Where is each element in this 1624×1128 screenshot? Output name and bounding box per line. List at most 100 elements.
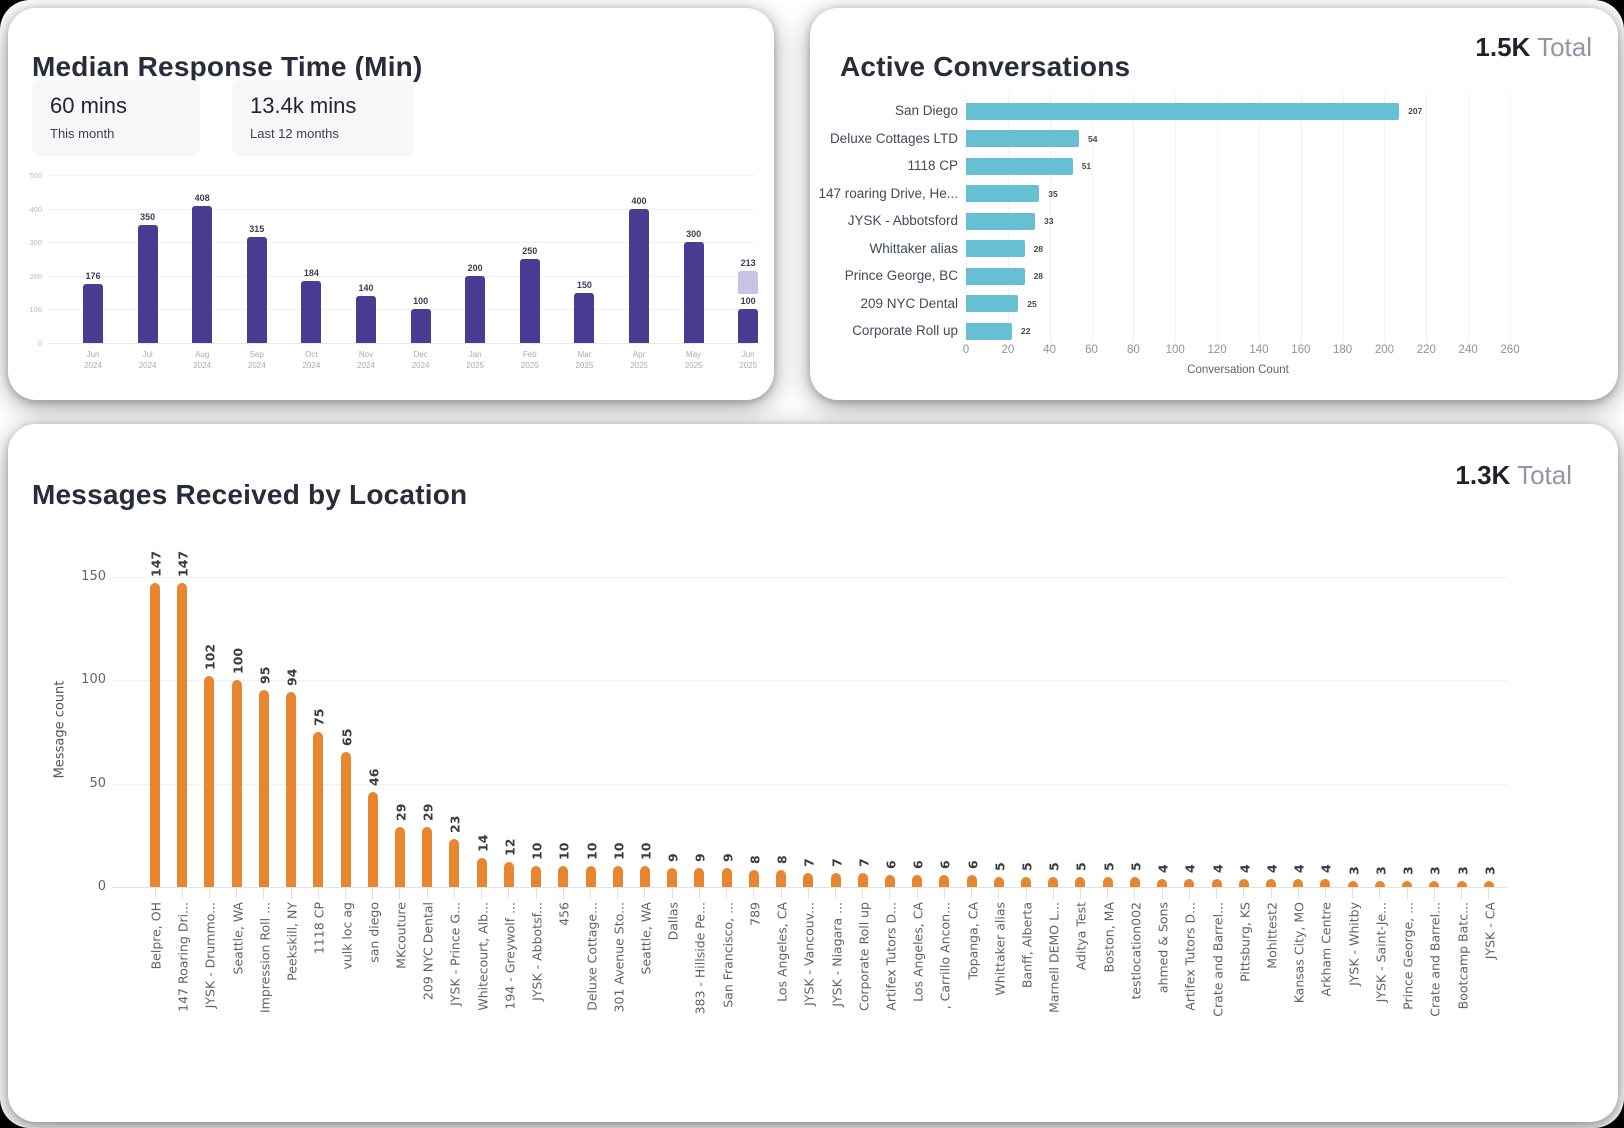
bar-value-label: 100 xyxy=(413,296,429,307)
bar xyxy=(966,874,977,887)
bar xyxy=(422,826,433,887)
bar-value-label: 5 xyxy=(992,861,1008,871)
bar xyxy=(629,208,649,343)
bar-value-label: 3 xyxy=(1400,866,1416,875)
bar-value-label: 10 xyxy=(638,842,654,861)
bar-value-label: 3 xyxy=(1373,866,1389,875)
x-tick-year: 2024 xyxy=(138,361,157,370)
axis-baseline xyxy=(112,887,1508,888)
x-tick-label: Crate and Barrel... xyxy=(1427,902,1443,1017)
x-tick-label: Aug xyxy=(195,350,210,359)
bar-value-label: 8 xyxy=(747,855,763,865)
x-tick-mark xyxy=(617,888,619,899)
y-tick-300: 300 xyxy=(29,238,42,248)
category-label: 147 roaring Drive, He... xyxy=(818,185,958,201)
x-tick-label: testlocation002 xyxy=(1128,902,1144,1000)
x-tick-label: Impression Roll ... xyxy=(257,902,273,1014)
bar xyxy=(83,283,103,343)
x-tick-mark xyxy=(698,888,700,899)
bar-value-label: 3 xyxy=(1455,866,1471,875)
y-tick-0: 0 xyxy=(37,339,42,348)
x-tick-mark xyxy=(236,888,238,899)
bar-value-label: 200 xyxy=(467,262,483,273)
x-tick-year: 2024 xyxy=(193,361,212,370)
bar-value-label: 10 xyxy=(556,842,572,861)
bar xyxy=(1266,878,1277,887)
x-tick-label: Prince George, ... xyxy=(1400,902,1416,1010)
bar xyxy=(1402,880,1413,887)
x-tick-label: ahmed & Sons xyxy=(1155,902,1171,994)
bar-value-label: 4 xyxy=(1318,864,1334,873)
active-conversations-total: 1.5K Total xyxy=(1475,32,1592,63)
bar xyxy=(612,866,623,887)
x-tick-label: Jun xyxy=(86,350,100,359)
x-tick-label: Artifex Tutors D... xyxy=(883,902,899,1011)
bar-value-label: 12 xyxy=(502,838,518,857)
x-tick-label: Los Angeles, CA xyxy=(910,902,926,1002)
x-tick-label: 209 NYC Dental xyxy=(420,902,436,1001)
x-tick-mark xyxy=(590,888,592,899)
gridline-x60 xyxy=(1091,93,1093,342)
x-tick-label: Banff, Alberta xyxy=(1019,902,1035,989)
x-tick-mark xyxy=(1052,888,1054,899)
x-tick-mark xyxy=(1216,888,1218,899)
x-tick-mark xyxy=(1406,888,1408,899)
gridline-y0 xyxy=(48,343,754,344)
x-tick-mark xyxy=(971,888,973,899)
x-tick-label: JYSK - Whitby xyxy=(1346,902,1362,986)
x-tick-mark xyxy=(1352,888,1354,899)
bar-value-label: 10 xyxy=(584,842,600,861)
gridline-x100 xyxy=(1175,93,1177,342)
x-tick-label: Crate and Barrel... xyxy=(1210,902,1226,1017)
x-tick-label: Mar xyxy=(577,350,592,359)
bar-value-label: 4 xyxy=(1210,864,1226,873)
bar xyxy=(585,866,596,887)
bar xyxy=(1429,880,1440,887)
y-tick-400: 400 xyxy=(29,204,42,214)
bar xyxy=(1483,880,1494,887)
bar xyxy=(639,866,650,887)
bar-value-label: 4 xyxy=(1264,864,1280,873)
bar xyxy=(1102,876,1113,887)
gridline-x260 xyxy=(1510,93,1511,342)
bar xyxy=(993,876,1004,887)
bar xyxy=(1157,878,1168,887)
x-tick-label: JYSK - Vancouv... xyxy=(801,902,817,1006)
bar xyxy=(1021,876,1032,887)
bar-value-label: 4 xyxy=(1237,864,1253,873)
x-tick-200: 200 xyxy=(1374,344,1395,356)
bar xyxy=(1456,880,1467,887)
x-tick-mark xyxy=(1025,888,1027,899)
stat-last-12-months-label: Last 12 months xyxy=(250,126,339,141)
bar xyxy=(966,240,1025,257)
y-tick-0: 0 xyxy=(97,879,106,894)
bar-value-label: 65 xyxy=(339,729,355,747)
bar-value-label: 10 xyxy=(611,842,627,861)
bar xyxy=(1374,880,1385,887)
bar xyxy=(177,582,188,887)
x-tick-160: 160 xyxy=(1291,344,1311,356)
x-tick-label: May xyxy=(686,350,702,359)
bar xyxy=(966,130,1079,147)
bar-value-label: 6 xyxy=(937,859,953,869)
gridline-x160 xyxy=(1300,93,1302,342)
x-tick-year: 2025 xyxy=(466,361,485,370)
gridline-y200 xyxy=(48,275,754,277)
x-tick-label: 147 Roaring Dri... xyxy=(175,902,191,1012)
y-tick-50: 50 xyxy=(89,775,106,791)
bar xyxy=(1347,880,1358,887)
x-tick-mark xyxy=(399,888,401,899)
bar-value-label: 51 xyxy=(1081,161,1092,171)
bar xyxy=(150,582,160,887)
x-tick-mark xyxy=(1297,888,1299,899)
x-tick-label: Seattle, WA xyxy=(230,902,246,975)
x-tick-label: Whittaker alias xyxy=(992,902,1008,996)
total-suffix-text: Total xyxy=(1537,32,1592,62)
x-tick-mark xyxy=(208,888,210,899)
x-tick-label: Jun xyxy=(741,350,755,359)
x-tick-mark xyxy=(780,888,782,899)
x-tick-year: 2025 xyxy=(684,361,703,370)
x-tick-mark xyxy=(1324,888,1326,899)
bar xyxy=(1293,878,1304,887)
x-tick-220: 220 xyxy=(1416,344,1436,356)
